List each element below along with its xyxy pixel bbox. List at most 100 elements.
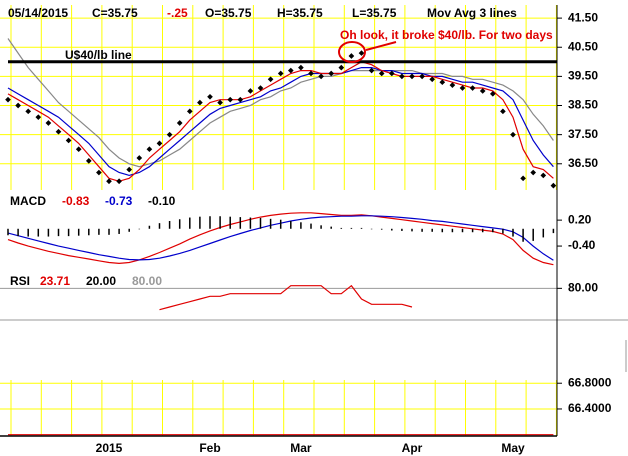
histogram-bar [532, 228, 534, 241]
price-dot [106, 178, 112, 185]
histogram-bar [158, 223, 161, 229]
histogram-bar [552, 228, 555, 234]
series-line [7, 212, 554, 266]
price-dot [176, 120, 183, 126]
histogram-bar [411, 228, 413, 232]
price-dot [510, 131, 516, 138]
y-tick-label: -0.40 [568, 238, 596, 252]
y-tick-label: 66.8000 [568, 375, 612, 389]
price-dot [5, 96, 11, 103]
histogram-bar [27, 228, 29, 237]
price-dot [96, 169, 102, 176]
histogram-bar [108, 228, 110, 235]
histogram-bar [189, 217, 191, 229]
level-label: 20.00 [86, 274, 116, 288]
price-dot [388, 70, 395, 77]
price-dot [15, 102, 21, 109]
text-layer: 05/14/2015 C=35.75 -.25 O=35.75 H=35.75 … [8, 6, 612, 455]
header-low: L=35.75 [352, 6, 397, 20]
histogram-bar [168, 220, 171, 229]
histogram-bar [350, 227, 353, 229]
histogram-bar [118, 228, 120, 234]
pane [0, 284, 557, 311]
price-dot [318, 73, 324, 80]
macd-title: MACD [10, 194, 46, 208]
histogram-bar [502, 228, 504, 234]
header-open: O=35.75 [205, 6, 252, 20]
price-dot [368, 67, 375, 74]
histogram-bar [340, 227, 343, 229]
header-change: -.25 [167, 6, 188, 20]
histogram-bar [320, 225, 322, 229]
histogram-bar [360, 227, 363, 229]
histogram-bar [441, 228, 444, 233]
legend-entry: 23.71 [40, 274, 70, 288]
price-dot [399, 73, 405, 80]
histogram-bar [290, 220, 292, 229]
histogram-bar [522, 228, 524, 242]
price-dot [217, 99, 223, 106]
price-dot [207, 93, 213, 100]
series-line [159, 284, 413, 311]
price-dot [378, 70, 385, 77]
histogram-bar [128, 228, 130, 232]
price-dot [469, 85, 476, 91]
price-dot [267, 76, 274, 83]
pane [5, 38, 557, 189]
histogram-bar [300, 222, 302, 229]
histogram-bar [37, 228, 40, 237]
histogram-bar [88, 228, 90, 236]
y-tick-label: 38.50 [568, 98, 598, 112]
header-close: C=35.75 [92, 6, 138, 20]
price-dot [65, 137, 72, 144]
price-dot [197, 99, 203, 106]
histogram-bar [17, 228, 19, 237]
histogram-bar [249, 217, 252, 229]
histogram-bar [7, 228, 9, 236]
histogram-bar [431, 228, 433, 232]
price-dot [520, 175, 526, 182]
header-high: H=35.75 [277, 6, 323, 20]
data-layer [0, 38, 557, 436]
histogram-bar [259, 217, 262, 229]
histogram-bar [77, 228, 80, 236]
histogram-bar [209, 216, 211, 229]
price-dot [126, 166, 133, 173]
histogram-bar [401, 228, 403, 231]
pane [7, 212, 555, 266]
histogram-bar [542, 228, 545, 238]
histogram-bar [451, 228, 454, 233]
histogram-bar [138, 228, 141, 230]
x-tick-label: Apr [402, 441, 423, 455]
price-dot [419, 73, 425, 80]
price-dot [409, 73, 415, 80]
price-dot [75, 146, 82, 153]
x-tick-label: May [501, 441, 525, 455]
price-dot [287, 67, 294, 74]
price-dot [328, 70, 335, 77]
histogram-bar [380, 228, 383, 230]
histogram-bar [471, 228, 474, 233]
header-study: Mov Avg 3 lines [427, 6, 517, 20]
reference-label: U$40/lb line [65, 48, 132, 62]
price-dot [25, 108, 32, 115]
y-tick-label: 41.50 [568, 10, 598, 24]
y-tick-label: 36.50 [568, 156, 598, 170]
blank-gap [0, 315, 628, 379]
y-tick-label: 80.00 [568, 281, 598, 295]
pane-grid [0, 380, 557, 436]
histogram-bar [481, 228, 484, 233]
histogram-bar [67, 228, 70, 237]
rsi-title: RSI [10, 274, 30, 288]
histogram-bar [391, 228, 393, 231]
price-dot [348, 53, 355, 59]
annotation: Oh look, it broke $40/lb. For two days [340, 28, 553, 42]
y-tick-label: 0.20 [568, 212, 592, 226]
series-line [7, 67, 554, 177]
legend-entry: -0.10 [148, 194, 176, 208]
histogram-bar [199, 216, 201, 229]
price-dot [277, 70, 284, 77]
price-dot [136, 155, 143, 161]
price-dot [298, 64, 304, 71]
